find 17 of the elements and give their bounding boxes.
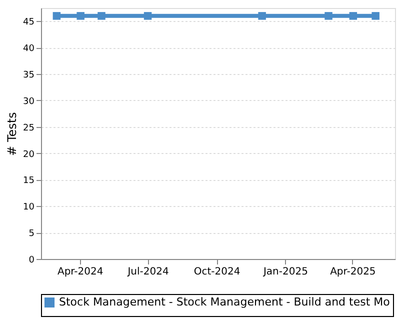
y-tick-label: 25 — [23, 123, 34, 134]
y-tick-label: 10 — [23, 202, 35, 213]
x-tick-label: Oct-2024 — [194, 266, 240, 278]
legend-label: Stock Management - Stock Management - Build and test Mo — [59, 296, 390, 308]
y-axis-title: # Tests — [5, 112, 20, 156]
x-tick-label: Jan-2025 — [262, 266, 308, 278]
x-tick-label: Jul-2024 — [126, 266, 169, 278]
y-tick-label: 20 — [23, 150, 35, 160]
y-tick-label: 40 — [23, 44, 35, 54]
y-tick-label: 30 — [23, 96, 35, 107]
x-tick-label: Apr-2025 — [330, 266, 376, 278]
y-tick-label: 5 — [28, 229, 34, 240]
x-tick-label: Apr-2024 — [57, 266, 104, 278]
y-tick-label: 35 — [23, 70, 34, 81]
y-tick-label: 15 — [23, 176, 34, 186]
y-tick-label: 45 — [23, 18, 34, 28]
y-tick-label: 0 — [28, 256, 35, 266]
